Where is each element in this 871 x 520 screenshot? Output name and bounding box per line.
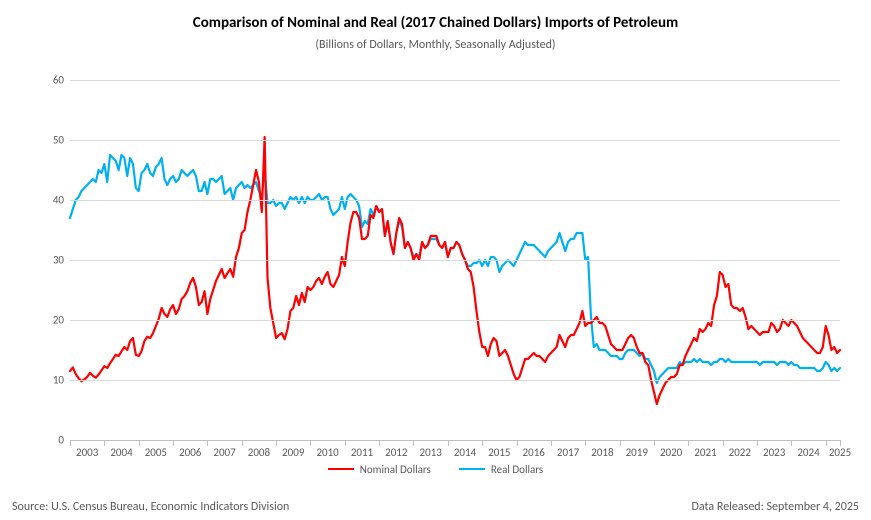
y-axis-label: 0	[40, 434, 64, 447]
x-axis-label: 2016	[523, 446, 545, 459]
series-line	[70, 155, 840, 383]
x-tick	[688, 440, 689, 446]
x-tick	[585, 440, 586, 446]
gridline	[70, 320, 840, 321]
x-tick	[413, 440, 414, 446]
x-tick	[448, 440, 449, 446]
gridline	[70, 200, 840, 201]
release-date: Data Released: September 4, 2025	[692, 500, 859, 514]
x-tick	[517, 440, 518, 446]
x-tick	[723, 440, 724, 446]
x-tick	[757, 440, 758, 446]
y-axis-label: 40	[40, 194, 64, 207]
source-footnote: Source: U.S. Census Bureau, Economic Ind…	[12, 500, 289, 514]
x-axis-label: 2009	[282, 446, 304, 459]
x-axis-label: 2015	[488, 446, 510, 459]
x-tick	[207, 440, 208, 446]
x-tick	[310, 440, 311, 446]
x-tick	[620, 440, 621, 446]
x-axis-label: 2023	[763, 446, 785, 459]
x-tick	[826, 440, 827, 446]
x-axis-label: 2024	[797, 446, 819, 459]
x-axis-label: 2007	[213, 446, 235, 459]
x-axis-label: 2017	[557, 446, 579, 459]
x-axis-label: 2003	[76, 446, 98, 459]
x-axis-label: 2004	[110, 446, 132, 459]
x-axis-label: 2006	[179, 446, 201, 459]
y-axis-label: 10	[40, 374, 64, 387]
x-axis-line	[70, 440, 840, 441]
legend-swatch	[459, 468, 485, 470]
x-axis-label: 2018	[591, 446, 613, 459]
y-axis-label: 60	[40, 74, 64, 87]
x-axis-label: 2010	[316, 446, 338, 459]
x-tick	[70, 440, 71, 446]
x-axis-label: 2008	[248, 446, 270, 459]
x-tick	[139, 440, 140, 446]
x-axis-label: 2022	[729, 446, 751, 459]
x-tick	[379, 440, 380, 446]
x-axis-label: 2011	[351, 446, 373, 459]
gridline	[70, 80, 840, 81]
chart-container: Comparison of Nominal and Real (2017 Cha…	[0, 0, 871, 520]
x-tick	[345, 440, 346, 446]
x-tick	[482, 440, 483, 446]
series-line	[70, 137, 840, 404]
x-tick	[840, 440, 841, 446]
legend-label: Real Dollars	[491, 463, 543, 476]
y-axis-label: 50	[40, 134, 64, 147]
x-axis-label: 2020	[660, 446, 682, 459]
legend-label: Nominal Dollars	[360, 463, 431, 476]
chart-title: Comparison of Nominal and Real (2017 Cha…	[0, 14, 871, 32]
x-tick	[242, 440, 243, 446]
x-axis-label: 2019	[626, 446, 648, 459]
legend-swatch	[328, 468, 354, 470]
x-tick	[551, 440, 552, 446]
x-tick	[173, 440, 174, 446]
x-axis-label: 2005	[145, 446, 167, 459]
y-axis-label: 30	[40, 254, 64, 267]
gridline	[70, 260, 840, 261]
x-axis-label: 2014	[454, 446, 476, 459]
x-tick	[104, 440, 105, 446]
x-axis-label: 2021	[694, 446, 716, 459]
x-tick	[276, 440, 277, 446]
legend: Nominal Dollars Real Dollars	[0, 460, 871, 476]
legend-item: Nominal Dollars	[328, 463, 431, 476]
x-axis-label: 2025	[829, 446, 851, 459]
x-axis-label: 2012	[385, 446, 407, 459]
x-tick	[654, 440, 655, 446]
chart-subtitle: (Billions of Dollars, Monthly, Seasonall…	[0, 38, 871, 52]
gridline	[70, 380, 840, 381]
x-tick	[791, 440, 792, 446]
y-axis-label: 20	[40, 314, 64, 327]
x-axis-label: 2013	[420, 446, 442, 459]
legend-item: Real Dollars	[459, 463, 543, 476]
gridline	[70, 140, 840, 141]
